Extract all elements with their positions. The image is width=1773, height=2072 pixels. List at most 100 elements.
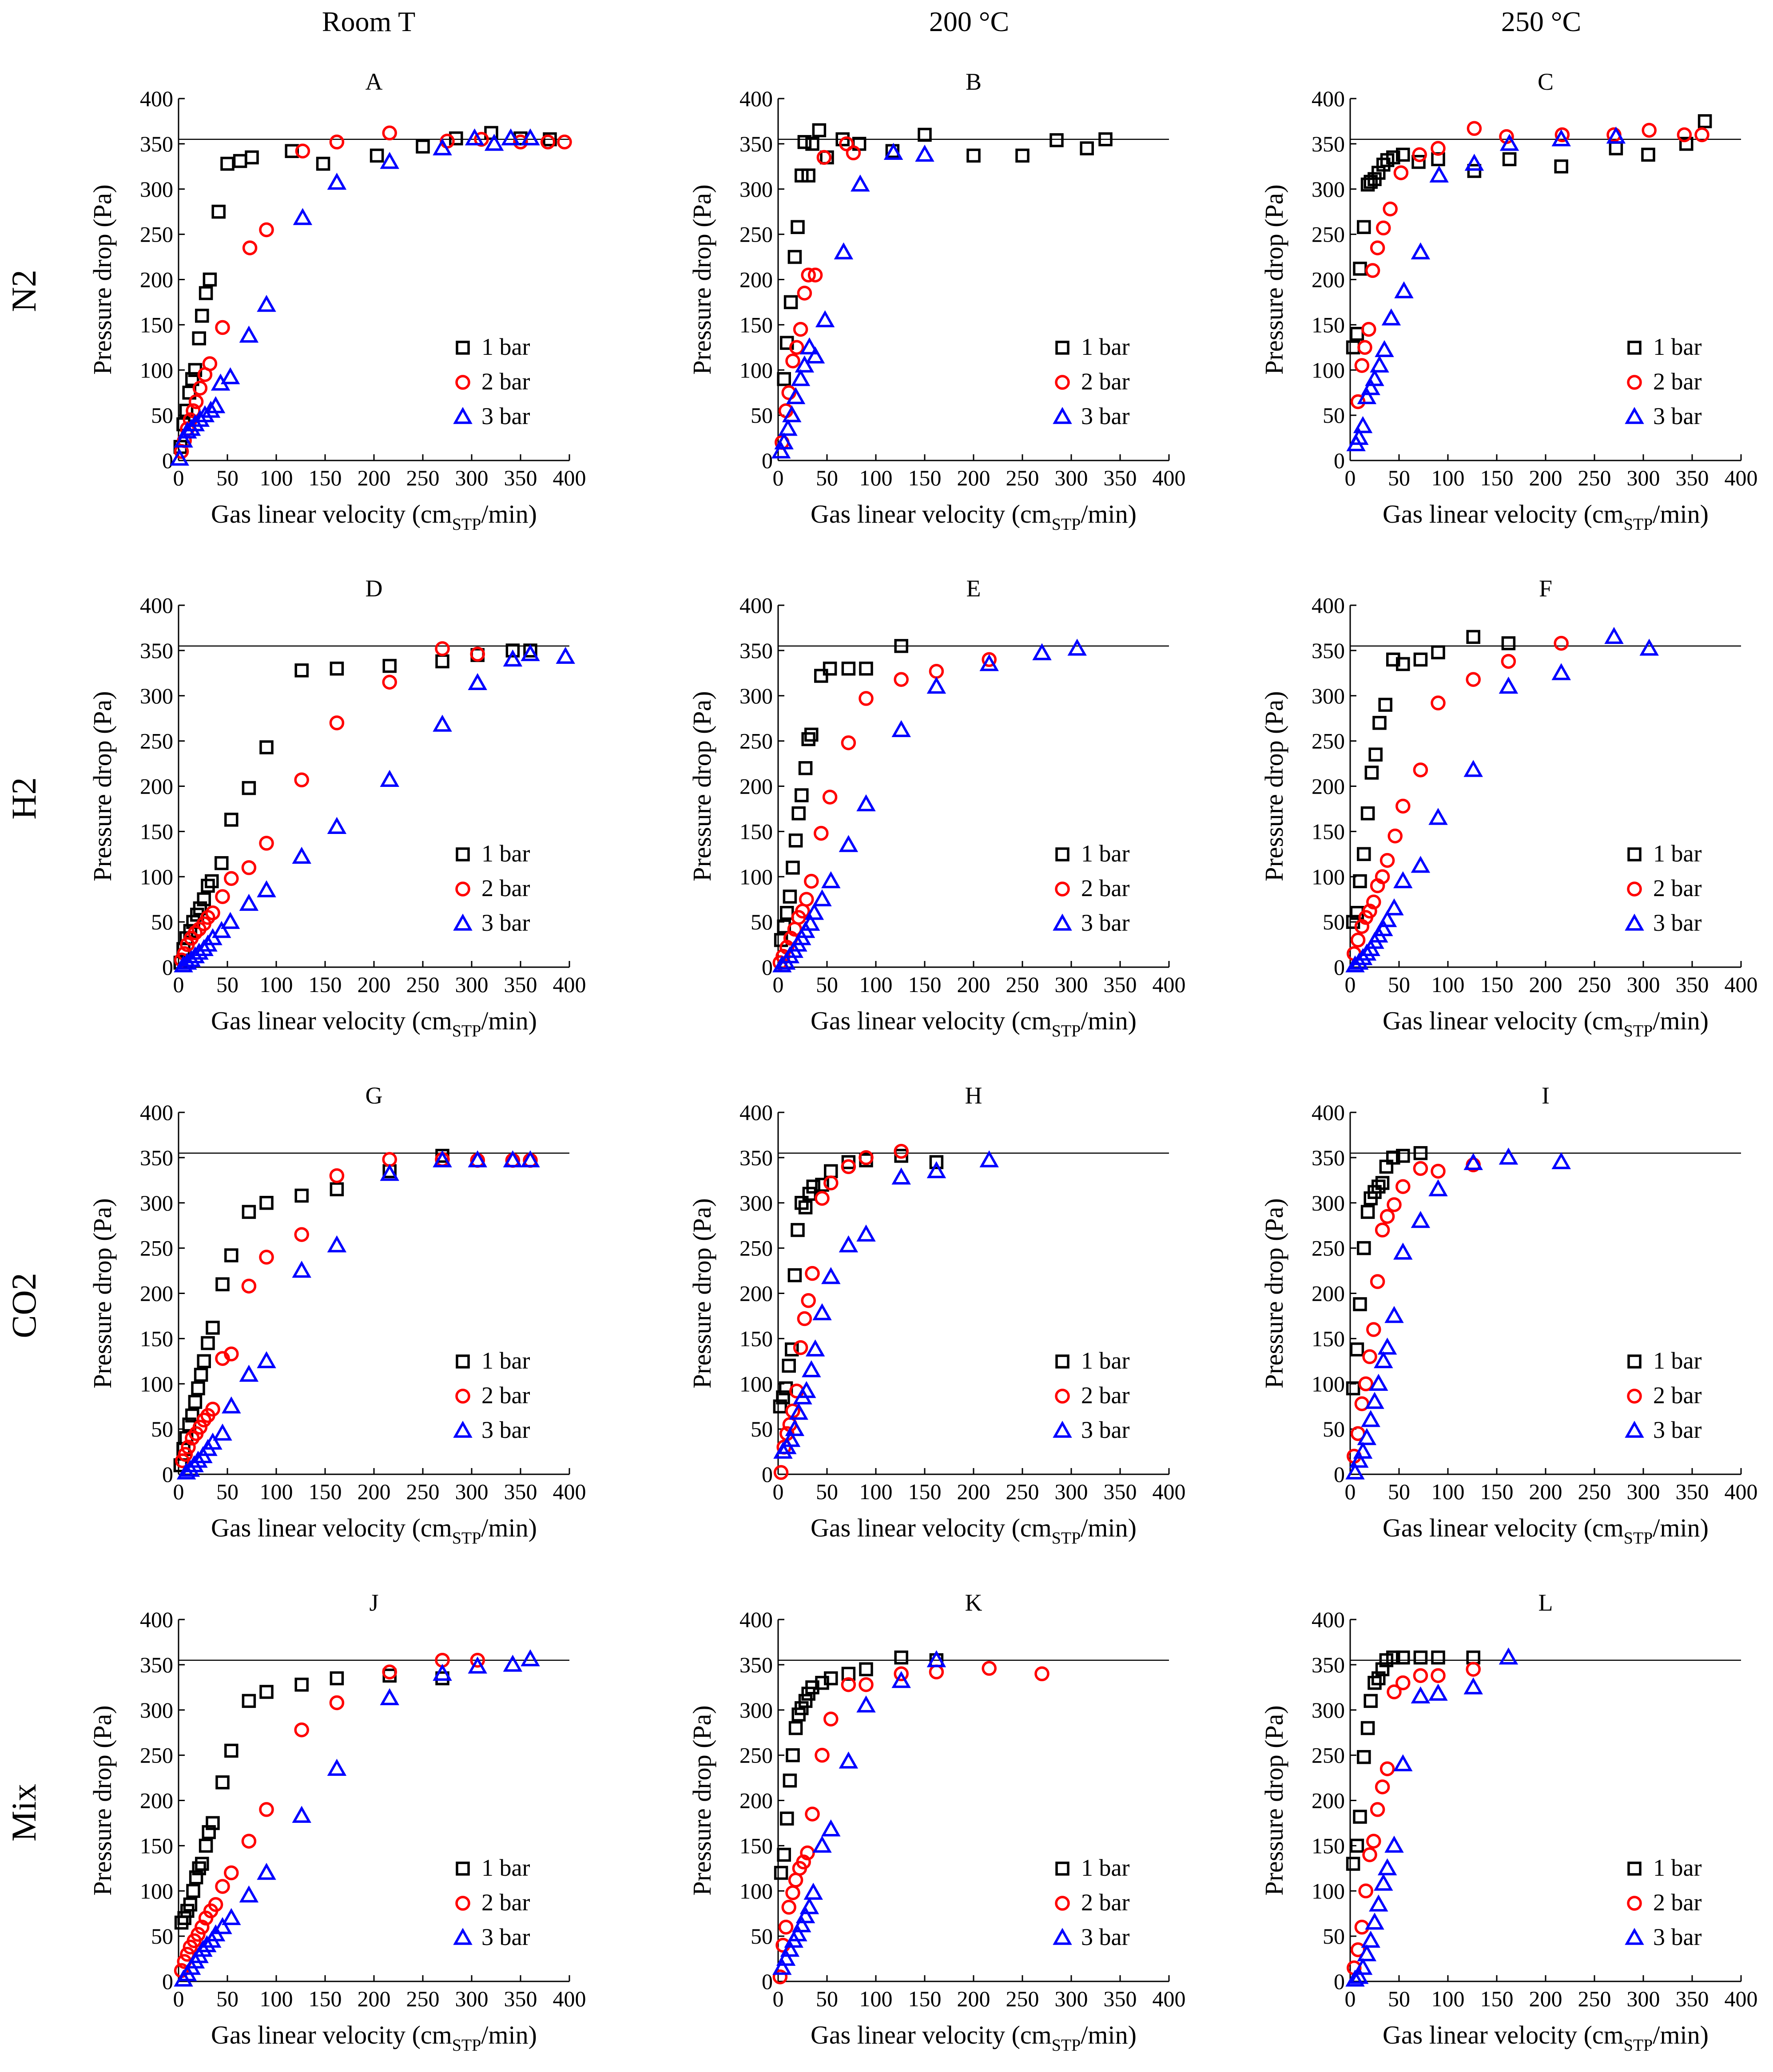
legend-marker xyxy=(456,1354,470,1369)
data-point xyxy=(1609,141,1623,155)
x-tick-label: 350 xyxy=(504,465,537,490)
data-point xyxy=(802,1187,817,1201)
data-point xyxy=(195,1920,210,1935)
data-point xyxy=(1067,639,1087,656)
y-tick-label: 50 xyxy=(1323,403,1345,428)
y-tick-label: 150 xyxy=(140,1833,173,1858)
data-point xyxy=(1464,154,1484,171)
data-point xyxy=(1371,1179,1386,1194)
series-3-bar xyxy=(772,639,1087,972)
data-point xyxy=(1350,933,1366,948)
data-point xyxy=(859,661,873,676)
data-point xyxy=(856,794,876,811)
data-point xyxy=(1393,165,1409,180)
data-point xyxy=(1361,1930,1380,1948)
data-point xyxy=(1466,1650,1480,1665)
y-tick-label: 150 xyxy=(140,819,173,844)
x-tick-label: 200 xyxy=(1529,465,1562,490)
x-axis-label: Gas linear velocity (cmSTP/min) xyxy=(1383,500,1709,534)
panel-a: A 0 50 100 150 200 250 300 350 400 0 50 100 150 200 250… xyxy=(88,68,586,534)
data-point xyxy=(795,355,815,373)
y-axis-label: Pressure drop (Pa) xyxy=(88,691,117,881)
data-point xyxy=(239,1365,259,1382)
legend-marker xyxy=(453,407,473,424)
x-tick-label: 150 xyxy=(309,1986,342,2011)
legend-marker xyxy=(1053,1421,1072,1438)
legend-label: 2 bar xyxy=(481,1889,530,1916)
data-point xyxy=(1350,394,1366,409)
y-tick-label: 150 xyxy=(1312,1326,1345,1351)
data-point xyxy=(1411,1686,1431,1703)
data-point xyxy=(316,156,330,171)
series-3-bar xyxy=(1345,627,1659,972)
data-point xyxy=(782,1358,796,1373)
data-point xyxy=(797,1381,816,1398)
x-tick-label: 250 xyxy=(1578,972,1611,997)
data-point xyxy=(1354,919,1370,934)
data-point xyxy=(185,1408,199,1423)
data-point xyxy=(795,1906,815,1924)
y-tick-label: 400 xyxy=(739,1607,773,1632)
y-tick-label: 100 xyxy=(1312,864,1345,889)
data-point xyxy=(777,372,791,386)
data-point xyxy=(787,250,802,264)
data-point xyxy=(192,381,208,396)
data-point xyxy=(1354,358,1370,373)
x-tick-label: 50 xyxy=(816,1986,838,2011)
data-point xyxy=(1641,147,1655,162)
data-point xyxy=(416,139,430,154)
data-point xyxy=(1551,129,1571,147)
data-point xyxy=(220,156,235,171)
data-point xyxy=(821,1267,841,1284)
panel-title-c: C xyxy=(1538,68,1554,95)
x-tick-label: 100 xyxy=(260,972,293,997)
panel-title-a: A xyxy=(366,68,383,95)
series-3-bar xyxy=(170,128,540,466)
y-tick-label: 400 xyxy=(140,1607,173,1632)
data-point xyxy=(1377,910,1397,927)
data-point xyxy=(233,154,247,168)
data-point xyxy=(521,1150,540,1167)
x-tick-label: 0 xyxy=(773,972,784,997)
x-tick-label: 150 xyxy=(309,465,342,490)
data-point xyxy=(1466,672,1481,687)
data-point xyxy=(1393,1242,1413,1260)
legend-marker xyxy=(1627,375,1642,390)
data-point xyxy=(205,905,220,921)
data-point xyxy=(1361,378,1380,395)
data-point xyxy=(785,1885,800,1901)
data-point xyxy=(859,1150,874,1165)
y-tick-label: 300 xyxy=(739,1191,773,1215)
data-point xyxy=(257,1862,276,1880)
data-point xyxy=(1381,308,1401,325)
x-tick-label: 100 xyxy=(260,465,293,490)
data-point xyxy=(211,204,226,219)
data-point xyxy=(294,1722,309,1738)
data-point xyxy=(1354,1920,1370,1935)
data-point xyxy=(772,1957,792,1975)
data-point xyxy=(521,644,540,661)
data-point xyxy=(804,873,819,889)
x-tick-label: 350 xyxy=(504,1986,537,2011)
x-tick-label: 350 xyxy=(1676,465,1709,490)
data-point xyxy=(1364,766,1379,780)
y-tick-label: 250 xyxy=(140,729,173,754)
data-point xyxy=(841,661,856,676)
data-point xyxy=(292,846,311,864)
y-tick-label: 250 xyxy=(1312,729,1345,754)
data-point xyxy=(1362,1349,1377,1364)
data-point xyxy=(797,135,812,149)
data-point xyxy=(815,1191,830,1206)
data-point xyxy=(1098,132,1113,147)
legend-marker xyxy=(1625,1928,1644,1945)
data-point xyxy=(484,134,504,151)
data-point xyxy=(180,1947,195,1962)
data-point xyxy=(801,168,815,183)
data-point xyxy=(1362,903,1377,919)
x-tick-label: 200 xyxy=(957,972,990,997)
data-point xyxy=(1387,828,1403,844)
data-point xyxy=(1387,1684,1402,1699)
x-tick-label: 200 xyxy=(358,1479,391,1504)
legend-entry: 2 bar xyxy=(455,875,530,901)
x-tick-label: 200 xyxy=(358,1986,391,2011)
